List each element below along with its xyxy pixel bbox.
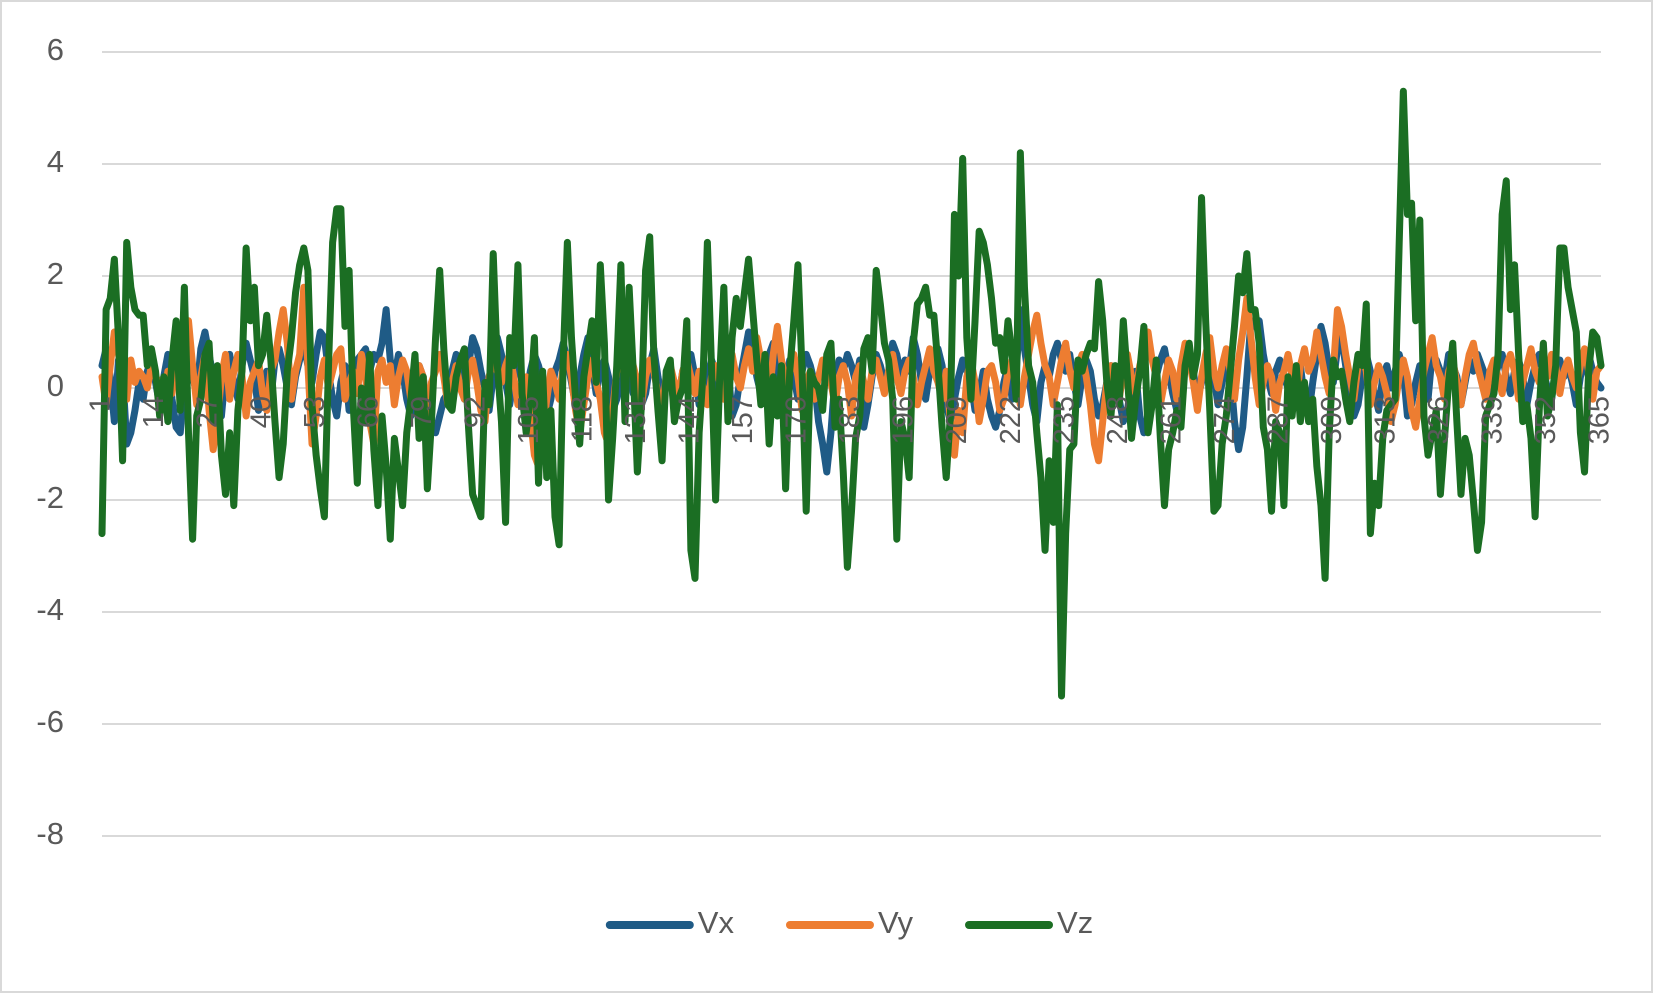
x-tick-label: 261 — [1155, 396, 1187, 444]
x-tick-label: 53 — [299, 396, 331, 428]
y-tick-label: -6 — [36, 704, 64, 739]
x-tick-label: 339 — [1477, 396, 1509, 444]
x-tick-label: 365 — [1584, 396, 1616, 444]
x-tick-label: 157 — [727, 396, 759, 444]
y-tick-label: -2 — [36, 480, 64, 515]
legend-label: Vz — [1057, 905, 1093, 940]
x-tick-label: 313 — [1370, 396, 1402, 444]
y-tick-label: 4 — [47, 144, 64, 179]
y-tick-label: 2 — [47, 256, 64, 291]
x-tick-label: 209 — [941, 396, 973, 444]
x-tick-label: 352 — [1530, 396, 1562, 444]
x-tick-label: 1 — [85, 396, 117, 412]
legend-item: Vx — [605, 905, 735, 940]
legend-item: Vz — [965, 905, 1093, 940]
x-tick-label: 66 — [352, 396, 384, 428]
x-tick-label: 14 — [138, 396, 170, 428]
y-tick-label: -4 — [36, 592, 64, 627]
x-tick-label: 92 — [459, 396, 491, 428]
x-tick-label: 118 — [566, 396, 598, 442]
y-tick-label: -8 — [36, 816, 64, 851]
x-tick-label: 300 — [1316, 396, 1348, 444]
x-tick-label: 105 — [513, 396, 545, 444]
x-tick-label: 170 — [781, 396, 813, 444]
y-tick-label: 6 — [47, 32, 64, 67]
legend-label: Vx — [698, 905, 735, 940]
x-tick-label: 287 — [1262, 396, 1294, 444]
x-tick-label: 144 — [674, 396, 706, 444]
x-tick-label: 326 — [1423, 396, 1455, 444]
x-tick-label: 27 — [192, 396, 224, 428]
x-tick-label: 196 — [888, 396, 920, 444]
x-tick-label: 274 — [1209, 396, 1241, 444]
legend-label: Vy — [878, 905, 914, 940]
y-tick-label: 0 — [47, 368, 64, 403]
x-tick-label: 222 — [995, 396, 1027, 444]
x-tick-label: 235 — [1048, 396, 1080, 444]
legend: Vx Vy Vz — [605, 905, 1093, 940]
x-tick-label: 248 — [1102, 396, 1134, 444]
x-tick-label: 131 — [620, 396, 652, 444]
x-tick-label: 183 — [834, 396, 866, 444]
x-tick-label: 40 — [245, 396, 277, 428]
series-line — [98, 87, 1605, 700]
x-tick-label: 79 — [406, 396, 438, 428]
legend-item: Vy — [785, 905, 914, 940]
